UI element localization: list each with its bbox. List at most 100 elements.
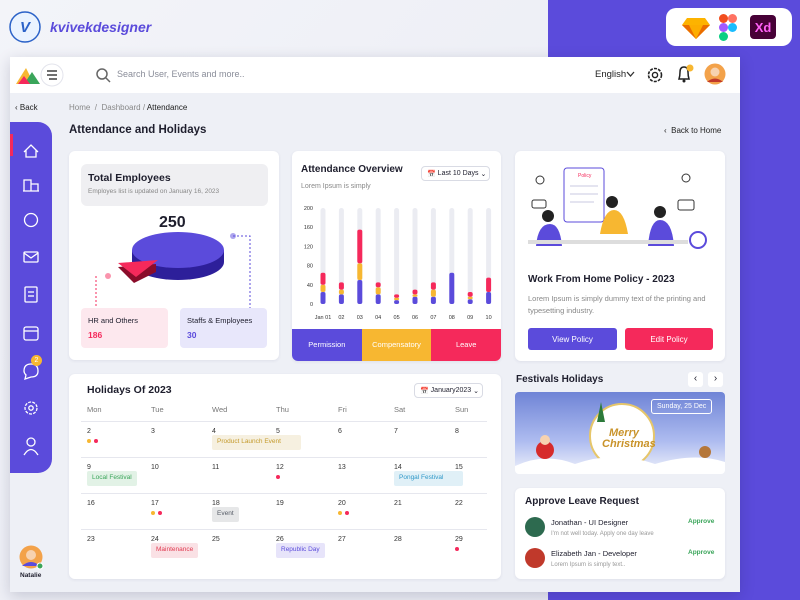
view-policy-button[interactable]: View Policy <box>528 328 617 350</box>
festival-greeting: Merry Christmas <box>602 427 656 450</box>
tools-box: Xd <box>666 8 792 46</box>
day-number: 9 <box>87 464 91 471</box>
day-number: 19 <box>276 500 284 507</box>
event-dot <box>94 439 98 443</box>
message-badge: 2 <box>31 355 42 366</box>
x-tick-label: 09 <box>467 315 473 321</box>
approve-button[interactable]: Approve <box>688 518 715 525</box>
event-tag[interactable]: Product Launch Event <box>212 435 301 450</box>
bar-segment <box>430 282 436 290</box>
legend-item[interactable]: Leave <box>431 329 501 361</box>
employees-total: 250 <box>159 214 186 231</box>
bar-segment <box>394 297 400 301</box>
settings-nav-icon[interactable] <box>24 401 38 415</box>
bar-segment <box>375 282 381 288</box>
festivals-title: Festivals Holidays <box>516 374 604 385</box>
bar-segment <box>338 282 344 290</box>
bar-segment <box>486 277 492 292</box>
search-icon <box>96 68 111 83</box>
settings-icon[interactable] <box>645 65 665 85</box>
x-tick-label: 07 <box>430 315 436 321</box>
edit-policy-button[interactable]: Edit Policy <box>625 328 713 350</box>
mail-icon[interactable] <box>23 251 39 263</box>
chat-icon[interactable] <box>23 363 39 380</box>
chart-subtitle: Lorem Ipsum is simply <box>301 183 371 190</box>
weekday-label: Thu <box>276 405 289 414</box>
weekday-label: Sun <box>455 405 469 414</box>
group-count: 30 <box>187 330 197 340</box>
prev-button[interactable]: ‹ <box>688 372 703 387</box>
user-nav-icon[interactable] <box>26 437 36 447</box>
report-icon[interactable] <box>24 286 38 303</box>
bar-track <box>467 208 473 304</box>
calendar-icon[interactable] <box>23 326 39 341</box>
x-tick-label: 03 <box>357 315 363 321</box>
legend-item[interactable]: Permission <box>292 329 362 361</box>
day-number: 14 <box>394 464 402 471</box>
home-icon[interactable] <box>23 144 39 158</box>
y-tick-label: 40 <box>307 283 313 289</box>
bar-segment <box>430 289 436 297</box>
month-select[interactable]: 📅 January2023 ⌄ <box>414 383 483 398</box>
chevron-icon <box>626 71 635 77</box>
notification-icon[interactable] <box>674 63 696 85</box>
user-avatar[interactable] <box>704 63 726 85</box>
top-bar <box>10 57 740 93</box>
day-number: 22 <box>455 500 463 507</box>
bar-segment <box>467 296 473 300</box>
x-tick-label: 06 <box>412 315 418 321</box>
event-tag[interactable]: Maintenance <box>151 543 199 558</box>
day-number: 20 <box>338 500 346 507</box>
app-logo-toggle[interactable] <box>14 62 66 88</box>
range-select[interactable]: 📅 Last 10 Days ⌄ <box>421 166 490 181</box>
group-box <box>180 308 267 348</box>
day-number: 27 <box>338 536 346 543</box>
legend-item[interactable]: Compensatory <box>361 329 432 361</box>
back-link[interactable]: ‹ Back <box>15 103 38 112</box>
day-number: 29 <box>455 536 463 543</box>
bar-segment <box>467 292 473 297</box>
bar-track <box>394 208 400 304</box>
employees-subtitle: Employes list is updated on January 16, … <box>88 188 220 195</box>
event-tag[interactable]: Local Festival <box>87 471 137 486</box>
search-input[interactable]: Search User, Events and more.. <box>117 69 245 79</box>
group-box <box>81 308 168 348</box>
bar-segment <box>357 263 363 280</box>
weekday-label: Fri <box>338 405 347 414</box>
bar-segment <box>394 294 400 298</box>
festival-date: Sunday, 25 Dec <box>651 399 713 414</box>
weekday-label: Mon <box>87 405 102 414</box>
request-note: Lorem Ipsum is simply text.. <box>551 562 626 568</box>
sidebar-avatar[interactable] <box>19 545 44 570</box>
back-text: Back <box>19 103 38 112</box>
event-dot <box>158 511 162 515</box>
event-tag[interactable]: Pongal Festival <box>394 471 464 486</box>
back-home-link[interactable]: ‹ Back to Home <box>664 126 722 135</box>
x-tick-label: 08 <box>449 315 455 321</box>
approve-button[interactable]: Approve <box>688 549 715 556</box>
employees-pie <box>95 232 251 308</box>
day-number: 2 <box>87 428 91 435</box>
x-tick-label: 02 <box>338 315 344 321</box>
back-home-text: Back to Home <box>671 126 722 135</box>
bar-segment <box>375 287 381 295</box>
bar-segment <box>449 272 455 304</box>
day-number: 12 <box>276 464 284 471</box>
breadcrumb-item[interactable]: Dashboard <box>101 103 141 112</box>
brand-name: kvivekdesigner <box>50 19 152 35</box>
day-number: 25 <box>212 536 220 543</box>
weekday-label: Wed <box>212 405 228 414</box>
brand-logo: V <box>9 11 41 43</box>
event-tag[interactable]: Event <box>212 507 239 522</box>
building-icon[interactable] <box>23 179 39 192</box>
language-select[interactable]: English <box>595 69 627 80</box>
range-text: Last 10 Days <box>437 170 479 177</box>
day-number: 24 <box>151 536 159 543</box>
event-tag[interactable]: Republic Day <box>276 543 325 558</box>
next-button[interactable]: › <box>708 372 723 387</box>
bar-segment <box>338 294 344 304</box>
row-line <box>81 457 487 458</box>
bar-segment <box>357 229 363 264</box>
profile-icon[interactable] <box>23 212 39 228</box>
breadcrumb-item[interactable]: Home <box>69 103 91 112</box>
